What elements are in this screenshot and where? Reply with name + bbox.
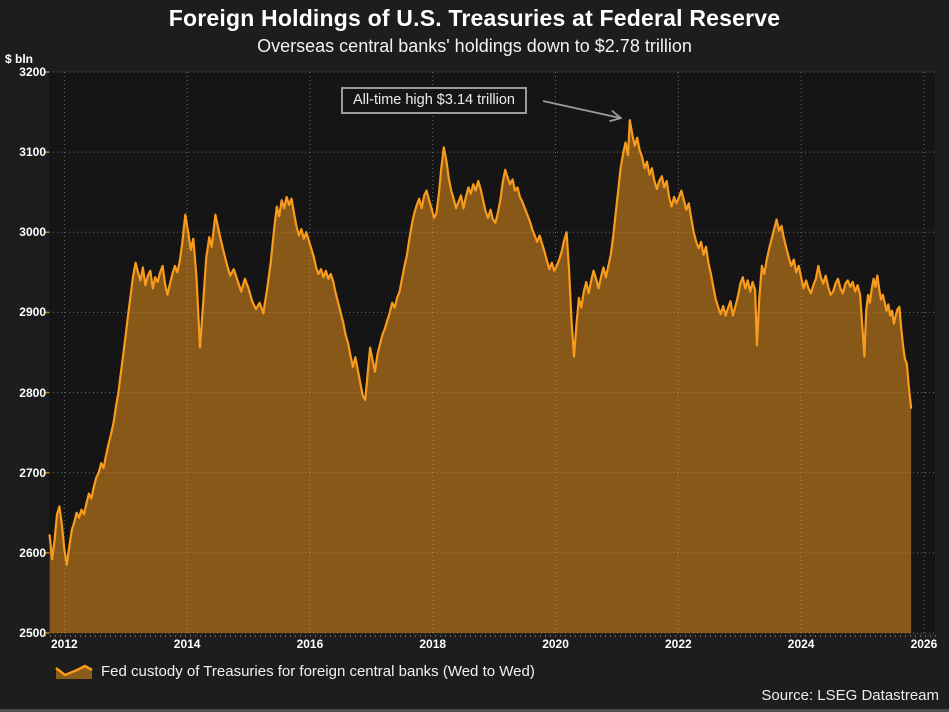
y-axis-tick-label: 2500	[19, 626, 46, 640]
x-axis-tick-label: 2012	[50, 637, 78, 651]
y-axis-tick-label: 3000	[19, 225, 46, 240]
x-axis-tick-label: 2014	[173, 637, 201, 651]
legend-label: Fed custody of Treasuries for foreign ce…	[101, 662, 535, 680]
y-axis-unit-label: $ bln	[5, 52, 34, 66]
legend-area-swatch-icon	[55, 664, 93, 679]
x-axis-tick-label: 2020	[542, 637, 569, 651]
y-axis-tick-label: 2900	[19, 305, 46, 320]
x-axis-tick-label: 2022	[664, 637, 692, 651]
x-axis-tick-label: 2024	[787, 637, 815, 651]
annotation-callout: All-time high $3.14 trillion	[341, 87, 527, 114]
x-axis-tick-label: 2016	[296, 637, 324, 651]
x-axis-tick-label: 2018	[419, 637, 447, 651]
y-axis-tick-label: 2800	[19, 385, 46, 400]
x-axis-tick-label: 2026	[910, 637, 938, 651]
page-title: Foreign Holdings of U.S. Treasuries at F…	[168, 5, 781, 31]
y-axis-tick-label: 2600	[19, 545, 46, 560]
y-axis-tick-label: 2700	[19, 465, 46, 480]
page-subtitle: Overseas central banks' holdings down to…	[257, 36, 692, 56]
y-axis-tick-label: 3200	[19, 65, 46, 79]
source-label: Source: LSEG Datastream	[761, 687, 939, 704]
y-axis-tick-label: 3100	[19, 145, 46, 160]
legend: Fed custody of Treasuries for foreign ce…	[55, 662, 535, 680]
window-bottom-border	[0, 709, 949, 712]
